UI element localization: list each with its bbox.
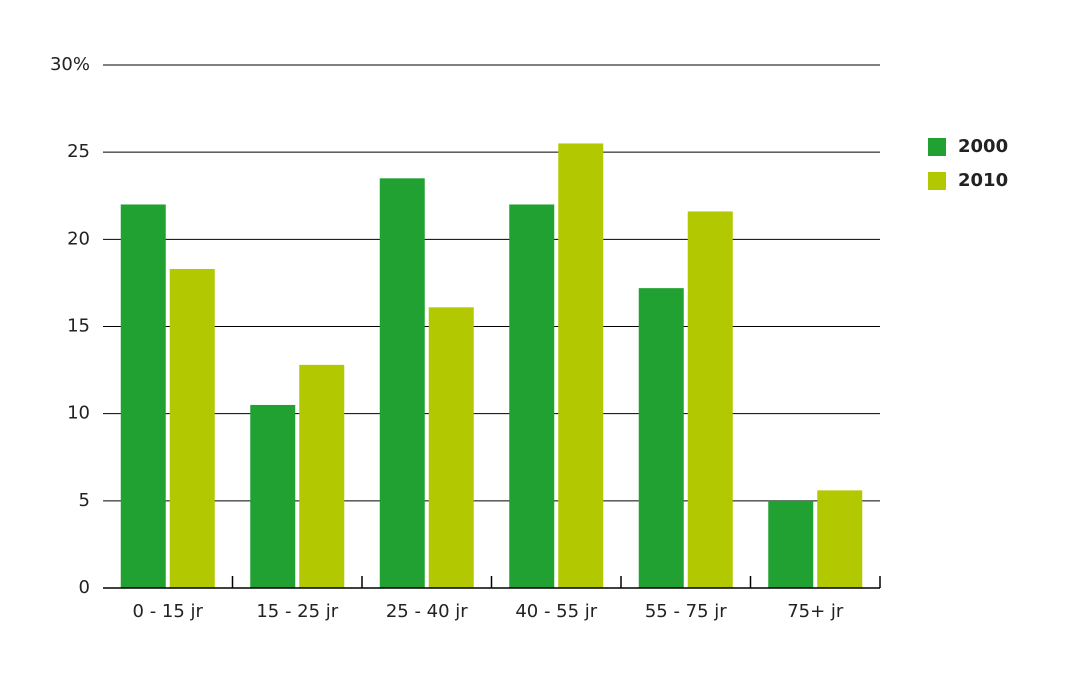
x-tick-label: 15 - 25 jr xyxy=(256,601,338,622)
bar xyxy=(299,364,345,588)
bar xyxy=(817,490,863,588)
legend-label: 2000 xyxy=(958,136,1008,157)
legend: 2000 2010 xyxy=(928,136,1008,191)
bar xyxy=(120,204,166,588)
bar xyxy=(379,178,425,589)
bar xyxy=(638,288,684,588)
legend-label: 2010 xyxy=(958,170,1008,191)
bar xyxy=(687,211,733,588)
bar xyxy=(768,500,814,588)
y-tick-label: 0 xyxy=(79,577,90,598)
y-tick-label: 30% xyxy=(50,54,90,75)
bar xyxy=(428,307,474,588)
legend-swatch xyxy=(928,172,946,190)
y-tick-label: 10 xyxy=(67,403,90,424)
bar xyxy=(509,204,555,588)
x-tick-label: 25 - 40 jr xyxy=(386,601,468,622)
y-tick-label: 15 xyxy=(67,316,90,337)
x-tick-label: 75+ jr xyxy=(787,601,844,622)
x-tick-label: 40 - 55 jr xyxy=(515,601,597,622)
bar xyxy=(250,404,296,588)
bar xyxy=(558,143,604,588)
y-tick-label: 20 xyxy=(67,228,90,249)
y-tick-label: 25 xyxy=(67,141,90,162)
y-tick-label: 5 xyxy=(79,490,90,511)
x-tick-label: 55 - 75 jr xyxy=(645,601,727,622)
legend-swatch xyxy=(928,138,946,156)
x-tick-label: 0 - 15 jr xyxy=(133,601,204,622)
bar xyxy=(169,268,215,588)
